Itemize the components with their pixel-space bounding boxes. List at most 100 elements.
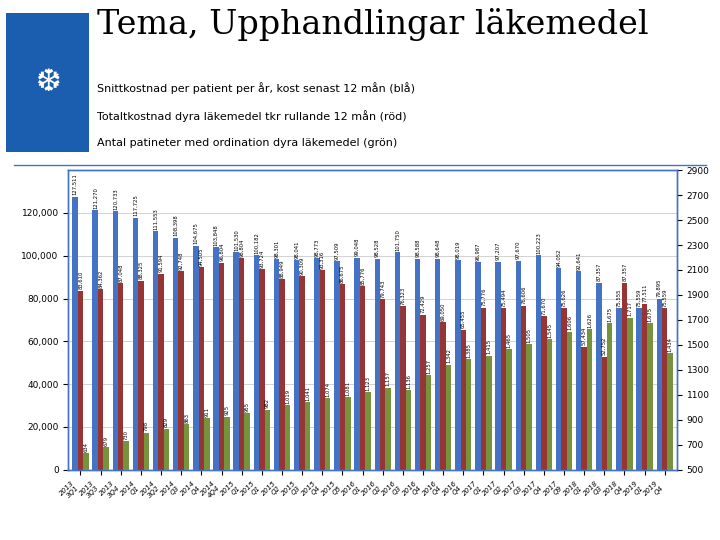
Bar bbox=[118, 284, 124, 470]
Text: Totaltkostnad dyra läkemedel tkr rullande 12 mån (röd): Totaltkostnad dyra läkemedel tkr rulland… bbox=[97, 110, 407, 122]
Bar bbox=[92, 210, 98, 470]
Bar bbox=[521, 306, 526, 470]
Bar bbox=[345, 397, 351, 532]
Text: 634: 634 bbox=[84, 442, 89, 451]
Text: 75,776: 75,776 bbox=[481, 288, 486, 306]
Text: 1,626: 1,626 bbox=[587, 313, 592, 328]
Bar bbox=[244, 413, 250, 532]
Bar bbox=[596, 283, 601, 470]
Bar bbox=[395, 252, 400, 470]
Text: 108,398: 108,398 bbox=[174, 214, 179, 237]
Bar bbox=[501, 308, 506, 470]
Bar bbox=[132, 218, 138, 470]
Bar bbox=[112, 211, 118, 470]
Text: 76,323: 76,323 bbox=[400, 287, 405, 305]
Bar bbox=[516, 261, 521, 470]
Bar bbox=[486, 355, 492, 532]
Text: 101,750: 101,750 bbox=[395, 229, 400, 251]
Text: 1,385: 1,385 bbox=[466, 343, 471, 358]
Bar bbox=[546, 339, 552, 532]
Bar bbox=[274, 259, 279, 470]
Text: 94,052: 94,052 bbox=[556, 248, 561, 267]
Bar bbox=[475, 262, 481, 470]
Text: 75,555: 75,555 bbox=[616, 288, 621, 307]
Text: 863: 863 bbox=[184, 413, 189, 423]
Bar bbox=[636, 308, 642, 470]
Bar bbox=[415, 259, 420, 470]
Text: 88,949: 88,949 bbox=[279, 260, 284, 278]
Text: 911: 911 bbox=[204, 407, 210, 417]
Text: 120,733: 120,733 bbox=[113, 188, 118, 210]
Text: 93,724: 93,724 bbox=[259, 249, 264, 268]
Text: 98,804: 98,804 bbox=[239, 238, 244, 257]
Bar bbox=[446, 364, 451, 532]
Bar bbox=[184, 424, 189, 532]
Text: 93,316: 93,316 bbox=[320, 251, 325, 268]
Text: 99,048: 99,048 bbox=[354, 238, 359, 256]
Bar bbox=[405, 390, 411, 532]
Bar bbox=[495, 262, 501, 470]
Bar bbox=[426, 375, 431, 532]
Bar bbox=[6, 13, 89, 152]
Text: 91,594: 91,594 bbox=[158, 254, 163, 272]
Text: 1,465: 1,465 bbox=[506, 333, 511, 348]
Text: 85,776: 85,776 bbox=[360, 266, 365, 285]
Bar bbox=[420, 315, 426, 470]
Bar bbox=[627, 318, 633, 532]
Bar bbox=[294, 260, 300, 470]
Bar bbox=[441, 322, 446, 470]
Bar bbox=[84, 453, 89, 532]
Text: 798: 798 bbox=[144, 421, 149, 431]
Bar bbox=[264, 410, 270, 532]
Bar bbox=[385, 388, 391, 532]
Bar bbox=[124, 441, 129, 532]
Bar bbox=[642, 304, 647, 470]
Text: 1,505: 1,505 bbox=[526, 328, 531, 343]
Text: 90,309: 90,309 bbox=[300, 256, 305, 275]
Text: 925: 925 bbox=[225, 405, 230, 415]
Bar bbox=[320, 270, 325, 470]
Text: 730: 730 bbox=[124, 430, 129, 440]
Bar bbox=[179, 271, 184, 470]
Text: 86,675: 86,675 bbox=[340, 265, 345, 283]
Bar bbox=[163, 429, 169, 532]
Bar bbox=[667, 353, 673, 532]
Text: 87,357: 87,357 bbox=[622, 263, 627, 281]
Bar bbox=[461, 330, 466, 470]
Text: 104,675: 104,675 bbox=[194, 222, 199, 244]
Bar bbox=[334, 261, 340, 470]
Text: 98,588: 98,588 bbox=[415, 239, 420, 258]
Bar bbox=[601, 357, 607, 470]
Bar bbox=[607, 323, 613, 532]
Text: 829: 829 bbox=[164, 417, 169, 427]
Text: 1,675: 1,675 bbox=[647, 307, 652, 322]
Text: 65,455: 65,455 bbox=[461, 310, 466, 328]
Bar bbox=[662, 308, 667, 470]
Bar bbox=[72, 197, 78, 470]
Text: 103,848: 103,848 bbox=[214, 224, 219, 246]
Text: 101,530: 101,530 bbox=[234, 230, 239, 251]
Bar bbox=[213, 247, 219, 470]
Bar bbox=[647, 323, 653, 532]
Bar bbox=[657, 299, 662, 470]
Text: 98,528: 98,528 bbox=[374, 239, 379, 258]
Bar bbox=[259, 269, 264, 470]
Bar bbox=[374, 259, 380, 470]
Text: 98,773: 98,773 bbox=[315, 239, 319, 257]
Text: 100,182: 100,182 bbox=[254, 232, 259, 254]
Text: 92,641: 92,641 bbox=[576, 252, 581, 270]
Text: 72,429: 72,429 bbox=[420, 295, 426, 313]
Text: 1,717: 1,717 bbox=[627, 301, 632, 316]
Text: 1,157: 1,157 bbox=[386, 371, 391, 386]
Text: 75,494: 75,494 bbox=[501, 288, 506, 307]
Bar bbox=[193, 246, 199, 470]
Bar bbox=[400, 306, 405, 470]
Bar bbox=[621, 283, 627, 470]
Bar bbox=[300, 276, 305, 470]
Text: 97,207: 97,207 bbox=[495, 242, 500, 260]
Text: ❆: ❆ bbox=[35, 68, 60, 97]
Text: Tema, Upphandlingar läkemedel: Tema, Upphandlingar läkemedel bbox=[97, 8, 649, 41]
Bar bbox=[98, 289, 104, 470]
Text: 127,511: 127,511 bbox=[73, 173, 78, 195]
Text: 94,505: 94,505 bbox=[199, 248, 204, 266]
